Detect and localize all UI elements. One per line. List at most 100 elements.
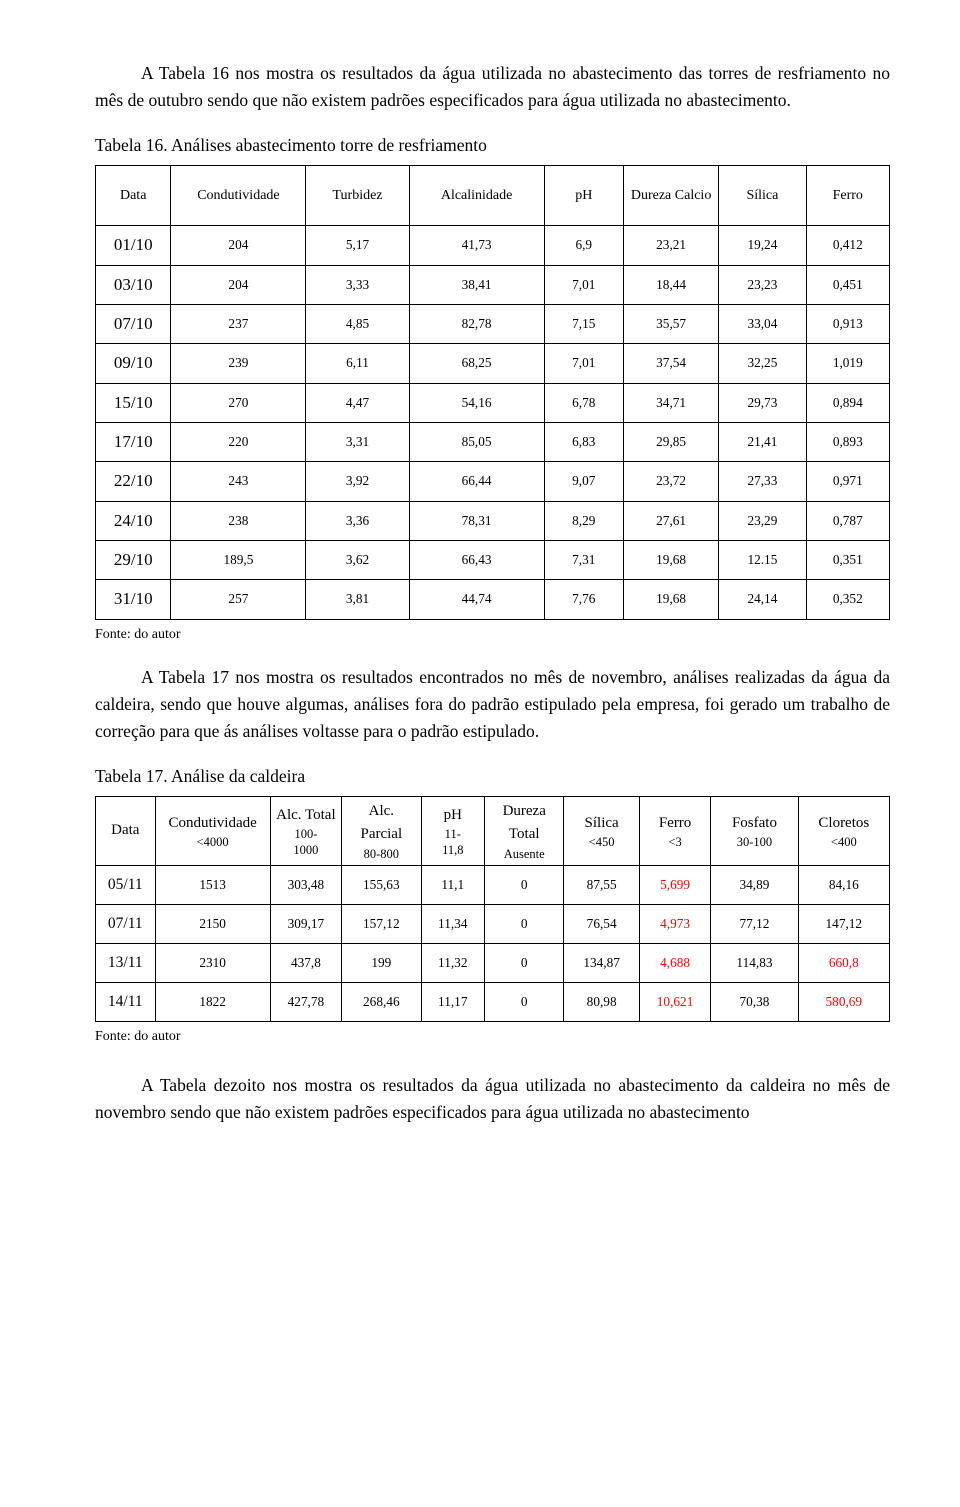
cell: 23,29	[719, 501, 806, 540]
cell: 5,699	[639, 866, 710, 905]
table-row: 01/102045,1741,736,923,2119,240,412	[96, 226, 890, 265]
cell: 29,85	[623, 423, 718, 462]
cell: 80,98	[564, 983, 639, 1022]
cell: 44,74	[409, 580, 544, 619]
cell: 27,33	[719, 462, 806, 501]
cell: 309,17	[270, 905, 341, 944]
cell: 82,78	[409, 305, 544, 344]
cell: 34,71	[623, 383, 718, 422]
col-fer: Ferro <3	[639, 797, 710, 866]
cell: 14/11	[96, 983, 156, 1022]
table-16: Data Condutividade Turbidez Alcalinidade…	[95, 165, 890, 619]
cell: 220	[171, 423, 306, 462]
cell: 23,23	[719, 265, 806, 304]
table-row: 14/111822427,78268,4611,17080,9810,62170…	[96, 983, 890, 1022]
cell: 204	[171, 265, 306, 304]
cell: 78,31	[409, 501, 544, 540]
cell: 87,55	[564, 866, 639, 905]
cell: 0,352	[806, 580, 889, 619]
cell: 1822	[155, 983, 270, 1022]
cell: 17/10	[96, 423, 171, 462]
cell: 77,12	[711, 905, 798, 944]
cell: 0,913	[806, 305, 889, 344]
cell: 0	[485, 866, 564, 905]
col-clo: Cloretos <400	[798, 797, 889, 866]
cell: 427,78	[270, 983, 341, 1022]
table-17-header-row: Data Condutividade <4000 Alc. Total 100-…	[96, 797, 890, 866]
cell: 54,16	[409, 383, 544, 422]
cell: 05/11	[96, 866, 156, 905]
cell: 0,412	[806, 226, 889, 265]
cell: 243	[171, 462, 306, 501]
cell: 27,61	[623, 501, 718, 540]
cell: 10,621	[639, 983, 710, 1022]
table-17: Data Condutividade <4000 Alc. Total 100-…	[95, 796, 890, 1022]
cell: 0,893	[806, 423, 889, 462]
cell: 33,04	[719, 305, 806, 344]
table-17-footnote: Fonte: do autor	[95, 1026, 890, 1048]
cell: 2150	[155, 905, 270, 944]
table-row: 15/102704,4754,166,7834,7129,730,894	[96, 383, 890, 422]
cell: 11,32	[421, 944, 485, 983]
cell: 3,31	[306, 423, 409, 462]
cell: 437,8	[270, 944, 341, 983]
cell: 19,68	[623, 541, 718, 580]
cell: 4,85	[306, 305, 409, 344]
table-16-header-row: Data Condutividade Turbidez Alcalinidade…	[96, 166, 890, 226]
cell: 303,48	[270, 866, 341, 905]
cell: 66,44	[409, 462, 544, 501]
table-row: 09/102396,1168,257,0137,5432,251,019	[96, 344, 890, 383]
cell: 38,41	[409, 265, 544, 304]
col-cond: Condutividade <4000	[155, 797, 270, 866]
table-16-footnote: Fonte: do autor	[95, 624, 890, 646]
col-fos: Fosfato 30-100	[711, 797, 798, 866]
cell: 19,24	[719, 226, 806, 265]
cell: 0,351	[806, 541, 889, 580]
cell: 76,54	[564, 905, 639, 944]
col-sil: Sílica <450	[564, 797, 639, 866]
cell: 09/10	[96, 344, 171, 383]
cell: 114,83	[711, 944, 798, 983]
cell: 189,5	[171, 541, 306, 580]
cell: 13/11	[96, 944, 156, 983]
cell: 19,68	[623, 580, 718, 619]
cell: 23,21	[623, 226, 718, 265]
table-row: 13/112310437,819911,320134,874,688114,83…	[96, 944, 890, 983]
cell: 134,87	[564, 944, 639, 983]
cell: 7,01	[544, 344, 623, 383]
cell: 32,25	[719, 344, 806, 383]
cell: 3,62	[306, 541, 409, 580]
col-alc-total: Alc. Total 100- 1000	[270, 797, 341, 866]
cell: 0,787	[806, 501, 889, 540]
cell: 2310	[155, 944, 270, 983]
cell: 7,15	[544, 305, 623, 344]
cell: 237	[171, 305, 306, 344]
cell: 22/10	[96, 462, 171, 501]
col-sil: Sílica	[719, 166, 806, 226]
col-fer: Ferro	[806, 166, 889, 226]
cell: 34,89	[711, 866, 798, 905]
col-data: Data	[96, 797, 156, 866]
cell: 7,31	[544, 541, 623, 580]
table-row: 17/102203,3185,056,8329,8521,410,893	[96, 423, 890, 462]
cell: 29,73	[719, 383, 806, 422]
cell: 3,36	[306, 501, 409, 540]
cell: 11,1	[421, 866, 485, 905]
cell: 84,16	[798, 866, 889, 905]
cell: 4,688	[639, 944, 710, 983]
cell: 239	[171, 344, 306, 383]
cell: 6,83	[544, 423, 623, 462]
col-ph: pH 11- 11,8	[421, 797, 485, 866]
cell: 6,11	[306, 344, 409, 383]
cell: 3,81	[306, 580, 409, 619]
cell: 580,69	[798, 983, 889, 1022]
cell: 238	[171, 501, 306, 540]
cell: 23,72	[623, 462, 718, 501]
col-ph: pH	[544, 166, 623, 226]
paragraph-1: A Tabela 16 nos mostra os resultados da …	[95, 60, 890, 114]
cell: 199	[342, 944, 421, 983]
cell: 268,46	[342, 983, 421, 1022]
cell: 12.15	[719, 541, 806, 580]
cell: 35,57	[623, 305, 718, 344]
table-row: 07/112150309,17157,1211,34076,544,97377,…	[96, 905, 890, 944]
